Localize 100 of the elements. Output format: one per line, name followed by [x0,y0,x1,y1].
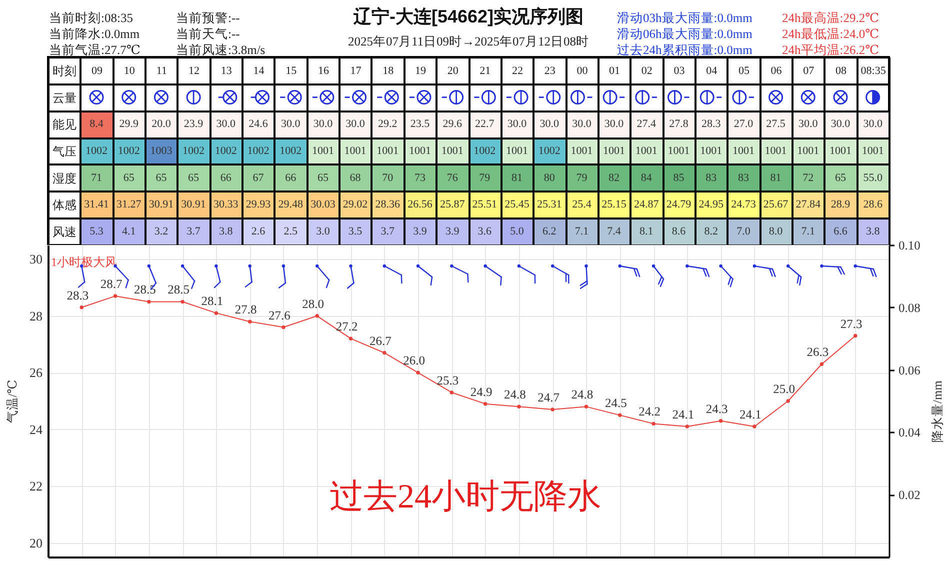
data-label: 8.0 [768,226,784,238]
data-label: 81 [770,172,782,184]
data-label: 28.36 [375,198,401,211]
data-label: 80 [544,172,556,184]
data-label: 20.0 [152,118,172,130]
data-label: 71 [91,172,102,184]
data-label: 2.5 [284,226,298,238]
x-tick-label: 18 [382,64,394,77]
data-label: 6.6 [834,226,848,238]
data-label: 24.2 [638,404,660,419]
data-label: 24.6 [248,118,268,130]
data-label: 81 [512,172,523,184]
y-tick-label: 24 [30,422,43,437]
point [853,334,858,338]
data-label: 65 [123,172,135,184]
data-label: 1002 [247,145,270,157]
annotation: 过去24小时无降水 [330,478,602,516]
data-label: 31.27 [116,198,142,211]
data-label: 3.9 [445,226,460,238]
data-label: 25.3 [436,373,459,388]
data-label: 24.9 [470,384,492,399]
data-label: 29.48 [278,198,304,211]
data-label: 25.51 [472,198,498,211]
point [214,311,218,315]
data-label: 3.2 [154,226,168,238]
data-label: 27.0 [734,118,754,130]
data-label: 25.0 [773,382,796,396]
data-label: 29.02 [342,198,368,211]
point [113,294,118,298]
data-label: 30.91 [181,198,206,211]
data-label: 79 [576,172,588,184]
data-label: 83 [706,172,718,184]
text: 当前时刻:08:35 [49,10,133,26]
data-label: 7.4 [607,226,622,238]
data-label: 25.45 [504,198,530,211]
data-label: 30.0 [313,118,334,130]
data-label: 24.8 [571,388,594,402]
point [450,390,454,394]
data-label: 3.7 [186,226,201,238]
data-label: 1002 [538,145,560,157]
y-tick-label: 气压 [52,144,77,158]
data-label: 7.1 [801,226,816,238]
data-label: 31.41 [84,198,109,211]
data-label: 8.6 [672,226,686,238]
y2-axis-title: 降水量/mm [930,380,944,442]
data-label: 3.0 [316,226,330,238]
data-label: 83 [738,172,750,184]
text: 滑动03h最大雨量:0.0mm [617,10,752,26]
y2-tick-label: 0.10 [898,238,920,252]
data-label: 1002 [182,145,205,157]
data-label: 1001 [635,145,658,157]
data-label: 28.0 [302,296,324,311]
x-tick-label: 01 [609,64,620,77]
data-label: 26.3 [806,345,829,360]
point [652,422,656,426]
data-label: 26.56 [408,198,433,211]
text: 当前风速:3.8m/s [176,42,266,58]
point [483,402,488,406]
data-label: 1001 [764,145,787,157]
data-label: 27.84 [796,198,822,211]
data-label: 8.2 [704,226,718,238]
data-label: 1001 [408,145,431,157]
y-tick-label: 湿度 [52,171,77,186]
data-label: 30.0 [798,118,818,130]
text: 滑动06h最大雨量:0.0mm [617,26,752,42]
point [382,350,386,355]
data-label: 1001 [732,145,754,157]
data-label: 7.0 [736,226,751,238]
x-tick-label: 10 [124,64,136,77]
data-label: 28.9 [830,198,851,211]
data-label: 1001 [344,145,366,157]
data-label: 55.0 [863,172,883,184]
text: 24h最低温:24.0℃ [782,26,880,42]
data-label: 30.0 [346,118,366,130]
point [685,424,690,428]
y-tick-label: 26 [30,365,43,380]
data-label: 72 [802,172,814,184]
point [348,336,353,340]
data-label: 3.8 [866,226,880,238]
data-label: 1001 [312,145,334,157]
text: 当前天气:-- [176,26,240,42]
point [147,300,151,304]
data-label: 28.7 [100,277,122,292]
data-label: 24.87 [634,198,660,211]
data-label: 24.95 [698,198,724,211]
data-label: 29.2 [378,118,398,130]
data-label: 28.5 [168,282,190,297]
y-tick-label: 云量 [52,90,77,105]
data-label: 7.1 [574,226,589,238]
y-tick-label: 28 [30,308,42,324]
data-label: 1001 [829,145,852,157]
chart-subtitle: 2025年07月11日09时→2025年07月12日08时 [348,34,590,48]
data-label: 24.73 [731,198,756,211]
data-label: 65 [188,172,200,184]
point [416,370,420,375]
data-label: 82 [608,172,620,184]
data-label: 30.0 [507,118,528,130]
data-label: 2.6 [251,226,266,238]
x-tick-label: 09 [92,64,104,77]
data-label: 25.15 [602,198,627,211]
